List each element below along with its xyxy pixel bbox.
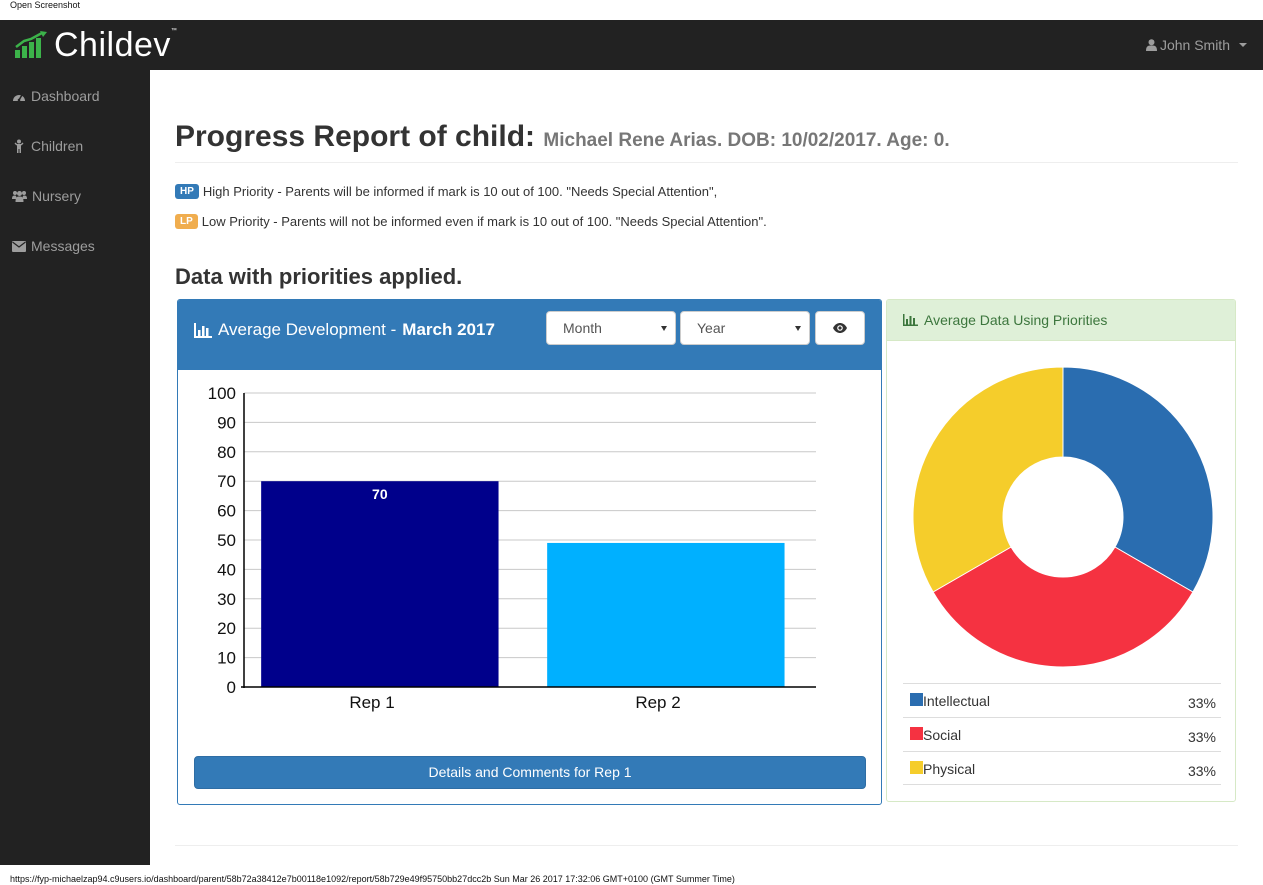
details-comments-button[interactable]: Details and Comments for Rep 1 xyxy=(194,756,866,789)
lp-badge: LP xyxy=(175,214,198,229)
dropdown-arrow-icon xyxy=(795,326,801,331)
sidebar-item-label: Dashboard xyxy=(31,88,100,104)
bottom-divider xyxy=(175,845,1238,846)
y-tick-label: 50 xyxy=(217,531,236,550)
sidebar-item-dashboard[interactable]: Dashboard xyxy=(12,88,100,104)
month-select[interactable]: Month xyxy=(546,311,676,345)
x-tick-label: Rep 2 xyxy=(635,693,680,712)
y-tick-label: 100 xyxy=(208,384,236,403)
brand-trademark: ™ xyxy=(170,28,177,34)
bar-rep-1 xyxy=(261,481,499,687)
y-tick-label: 10 xyxy=(217,649,236,668)
priority-high-text: High Priority - Parents will be informed… xyxy=(202,184,718,199)
month-select-value: Month xyxy=(563,320,602,336)
year-select-value: Year xyxy=(697,320,726,336)
legend-row-social: Social 33% xyxy=(903,717,1221,751)
priorities-panel-title: Average Data Using Priorities xyxy=(924,312,1108,328)
top-navbar: Childev ™ John Smith xyxy=(0,20,1263,70)
priorities-panel: Average Data Using Priorities Intellectu… xyxy=(886,299,1236,802)
slice-physical xyxy=(912,366,1064,593)
title-divider xyxy=(175,162,1238,163)
page-title: Progress Report of child: Michael Rene A… xyxy=(175,120,950,154)
y-tick-label: 20 xyxy=(217,619,236,638)
view-button[interactable] xyxy=(815,311,865,345)
growth-chart-icon xyxy=(15,31,47,58)
page-title-text: Progress Report of child: xyxy=(175,120,536,153)
child-name: Michael Rene Arias xyxy=(543,130,717,151)
priorities-panel-header: Average Data Using Priorities xyxy=(887,300,1235,341)
sidebar-item-nursery[interactable]: Nursery xyxy=(12,188,81,204)
sidebar-item-messages[interactable]: Messages xyxy=(12,238,95,254)
legend-value: 33% xyxy=(1187,729,1216,745)
user-name: John Smith xyxy=(1159,37,1230,53)
y-tick-label: 80 xyxy=(217,443,236,462)
sidebar-item-label: Children xyxy=(31,138,84,154)
y-tick-label: 90 xyxy=(217,413,236,432)
priority-low-text: Low Priority - Parents will not be infor… xyxy=(201,214,767,229)
development-panel-header: Average Development - March 2017 Month Y… xyxy=(178,300,881,370)
user-menu[interactable]: John Smith xyxy=(1145,37,1247,53)
y-tick-label: 0 xyxy=(227,678,236,697)
legend-swatch xyxy=(910,727,923,740)
screenshot-caption: Open Screenshot xyxy=(10,0,81,10)
bar-chart-icon xyxy=(903,314,918,326)
development-panel-title: Average Development - March 2017 xyxy=(194,320,495,340)
development-title-text: Average Development - xyxy=(218,320,397,339)
year-select[interactable]: Year xyxy=(680,311,810,345)
x-tick-label: Rep 1 xyxy=(349,693,394,712)
child-dob-age: . DOB: 10/02/2017. Age: 0. xyxy=(716,130,950,151)
legend-row-intellectual: Intellectual 33% xyxy=(903,683,1221,717)
slice-social xyxy=(932,546,1194,668)
user-icon xyxy=(1145,39,1157,51)
envelope-icon xyxy=(12,240,26,252)
eye-icon xyxy=(833,323,847,333)
development-panel: Average Development - March 2017 Month Y… xyxy=(177,299,882,805)
dashboard-icon xyxy=(13,94,25,102)
y-tick-label: 30 xyxy=(217,590,236,609)
main-content: Progress Report of child: Michael Rene A… xyxy=(150,70,1263,865)
brand-logo[interactable]: Childev ™ xyxy=(14,27,177,63)
hp-badge: HP xyxy=(175,184,199,199)
priority-low: LP Low Priority - Parents will not be in… xyxy=(175,214,767,229)
bar-chart-icon xyxy=(194,322,212,338)
sidebar-item-label: Messages xyxy=(31,238,95,254)
sidebar-item-label: Nursery xyxy=(32,188,82,204)
priorities-legend: Intellectual 33% Social 33% Physical 33% xyxy=(903,683,1221,785)
legend-label: Physical xyxy=(923,761,976,777)
legend-label: Intellectual xyxy=(923,693,990,709)
priority-high: HP High Priority - Parents will be infor… xyxy=(175,184,717,199)
bar-rep-2 xyxy=(547,542,785,687)
y-tick-label: 40 xyxy=(217,560,236,579)
sidebar-item-children[interactable]: Children xyxy=(12,138,83,154)
users-icon xyxy=(12,191,27,202)
development-period: March 2017 xyxy=(402,320,495,339)
page-url-footer: https://fyp-michaelzap94.c9users.io/dash… xyxy=(10,874,735,884)
y-tick-label: 70 xyxy=(217,472,236,491)
slice-intellectual xyxy=(1062,366,1214,593)
y-tick-label: 60 xyxy=(217,502,236,521)
legend-swatch xyxy=(910,693,923,706)
caret-down-icon xyxy=(1239,43,1247,47)
bar-data-label: 70 xyxy=(372,486,388,502)
child-icon xyxy=(14,139,24,153)
dropdown-arrow-icon xyxy=(661,326,667,331)
priorities-donut-chart xyxy=(912,366,1214,668)
section-title: Data with priorities applied. xyxy=(175,264,463,289)
legend-label: Social xyxy=(923,727,962,743)
brand-name: Childev xyxy=(54,26,171,64)
legend-value: 33% xyxy=(1187,763,1216,779)
legend-value: 33% xyxy=(1187,695,1216,711)
average-development-bar-chart: 0 10 20 30 40 50 60 70 80 90 100 70 Rep 1 Rep 2 xyxy=(208,384,816,712)
sidebar: Dashboard Children Nursery Messages xyxy=(0,70,150,865)
legend-swatch xyxy=(910,761,923,774)
legend-row-physical: Physical 33% xyxy=(903,751,1221,785)
